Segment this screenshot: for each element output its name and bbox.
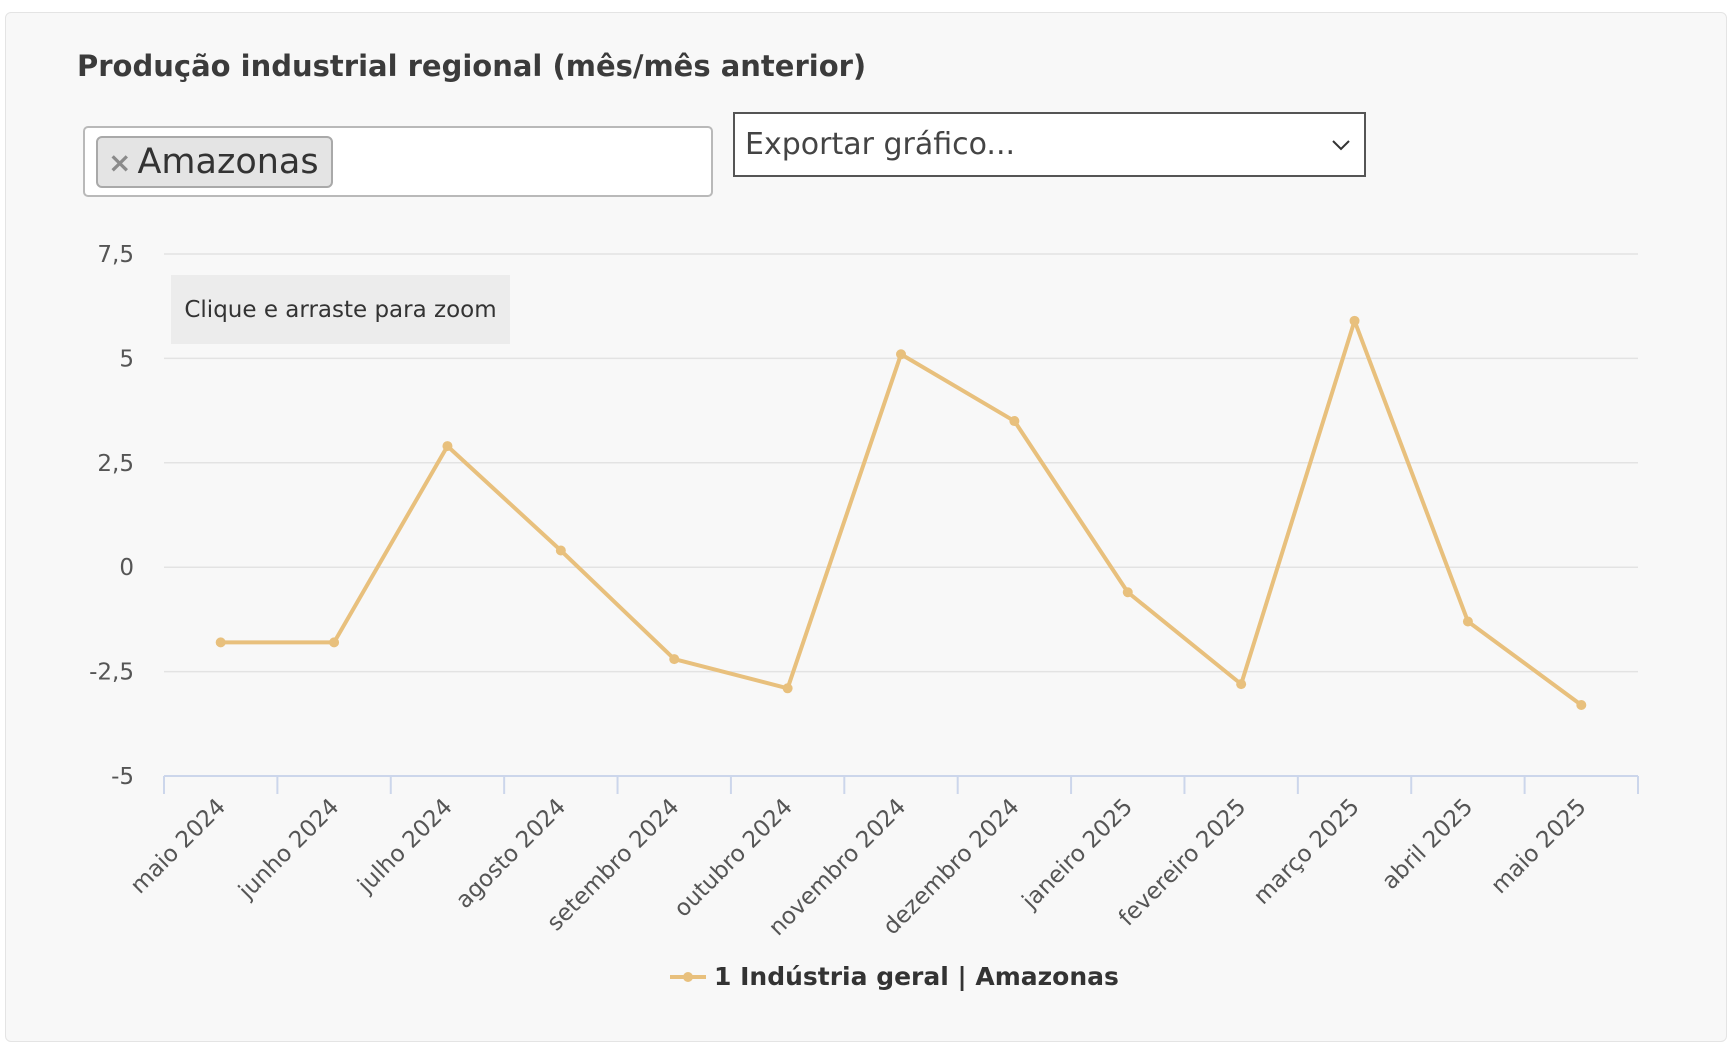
x-axis <box>163 775 1639 794</box>
legend-label: 1 Indústria geral | Amazonas <box>714 962 1119 991</box>
data-point[interactable] <box>555 545 566 556</box>
data-point[interactable] <box>1349 315 1360 326</box>
zoom-hint: Clique e arraste para zoom <box>171 275 510 344</box>
chart-title: Produção industrial regional (mês/mês an… <box>77 49 867 83</box>
x-tick-label: maio 2024 <box>126 794 231 899</box>
chart-card: Produção industrial regional (mês/mês an… <box>5 12 1727 1042</box>
selected-region-tag: × Amazonas <box>96 136 333 188</box>
chevron-down-icon <box>1332 140 1350 151</box>
data-point[interactable] <box>1122 587 1133 598</box>
y-tick-label: 2,5 <box>97 451 134 477</box>
data-point[interactable] <box>1009 416 1020 427</box>
y-tick-label: 7,5 <box>97 242 134 268</box>
x-tick-label: outubro 2024 <box>669 794 797 922</box>
data-point[interactable] <box>1462 616 1473 627</box>
y-tick-label: -5 <box>111 764 134 790</box>
export-chart-label: Exportar gráfico... <box>745 127 1016 162</box>
data-point[interactable] <box>329 637 340 648</box>
y-tick-label: -2,5 <box>89 660 134 686</box>
x-tick-label: julho 2024 <box>352 794 457 899</box>
data-point[interactable] <box>1236 679 1247 690</box>
x-tick-label: agosto 2024 <box>451 794 571 914</box>
remove-tag-icon[interactable]: × <box>108 145 132 179</box>
data-point[interactable] <box>896 349 906 360</box>
legend-symbol <box>670 971 706 982</box>
series-layer <box>215 315 1587 711</box>
export-chart-select[interactable]: Exportar gráfico... <box>733 112 1366 177</box>
series-line <box>220 318 1583 707</box>
legend-item[interactable]: 1 Indústria geral | Amazonas <box>670 962 1119 991</box>
region-filter-input[interactable]: × Amazonas <box>83 126 713 197</box>
y-tick-label: 0 <box>119 555 134 581</box>
data-point[interactable] <box>1576 700 1587 711</box>
selected-region-label: Amazonas <box>137 142 319 182</box>
data-point[interactable] <box>215 637 226 648</box>
x-tick-label: maio 2025 <box>1486 794 1591 899</box>
x-tick-label: junho 2024 <box>233 794 344 905</box>
data-point[interactable] <box>442 441 453 452</box>
data-point[interactable] <box>669 654 680 665</box>
y-axis-labels: -5 -2,5 0 2,5 5 7,5 <box>89 242 134 790</box>
x-tick-label: janeiro 2025 <box>1017 794 1138 915</box>
x-tick-label: abril 2025 <box>1377 794 1478 895</box>
y-tick-label: 5 <box>119 346 134 372</box>
data-point[interactable] <box>782 683 793 694</box>
x-tick-label: março 2025 <box>1249 794 1365 910</box>
